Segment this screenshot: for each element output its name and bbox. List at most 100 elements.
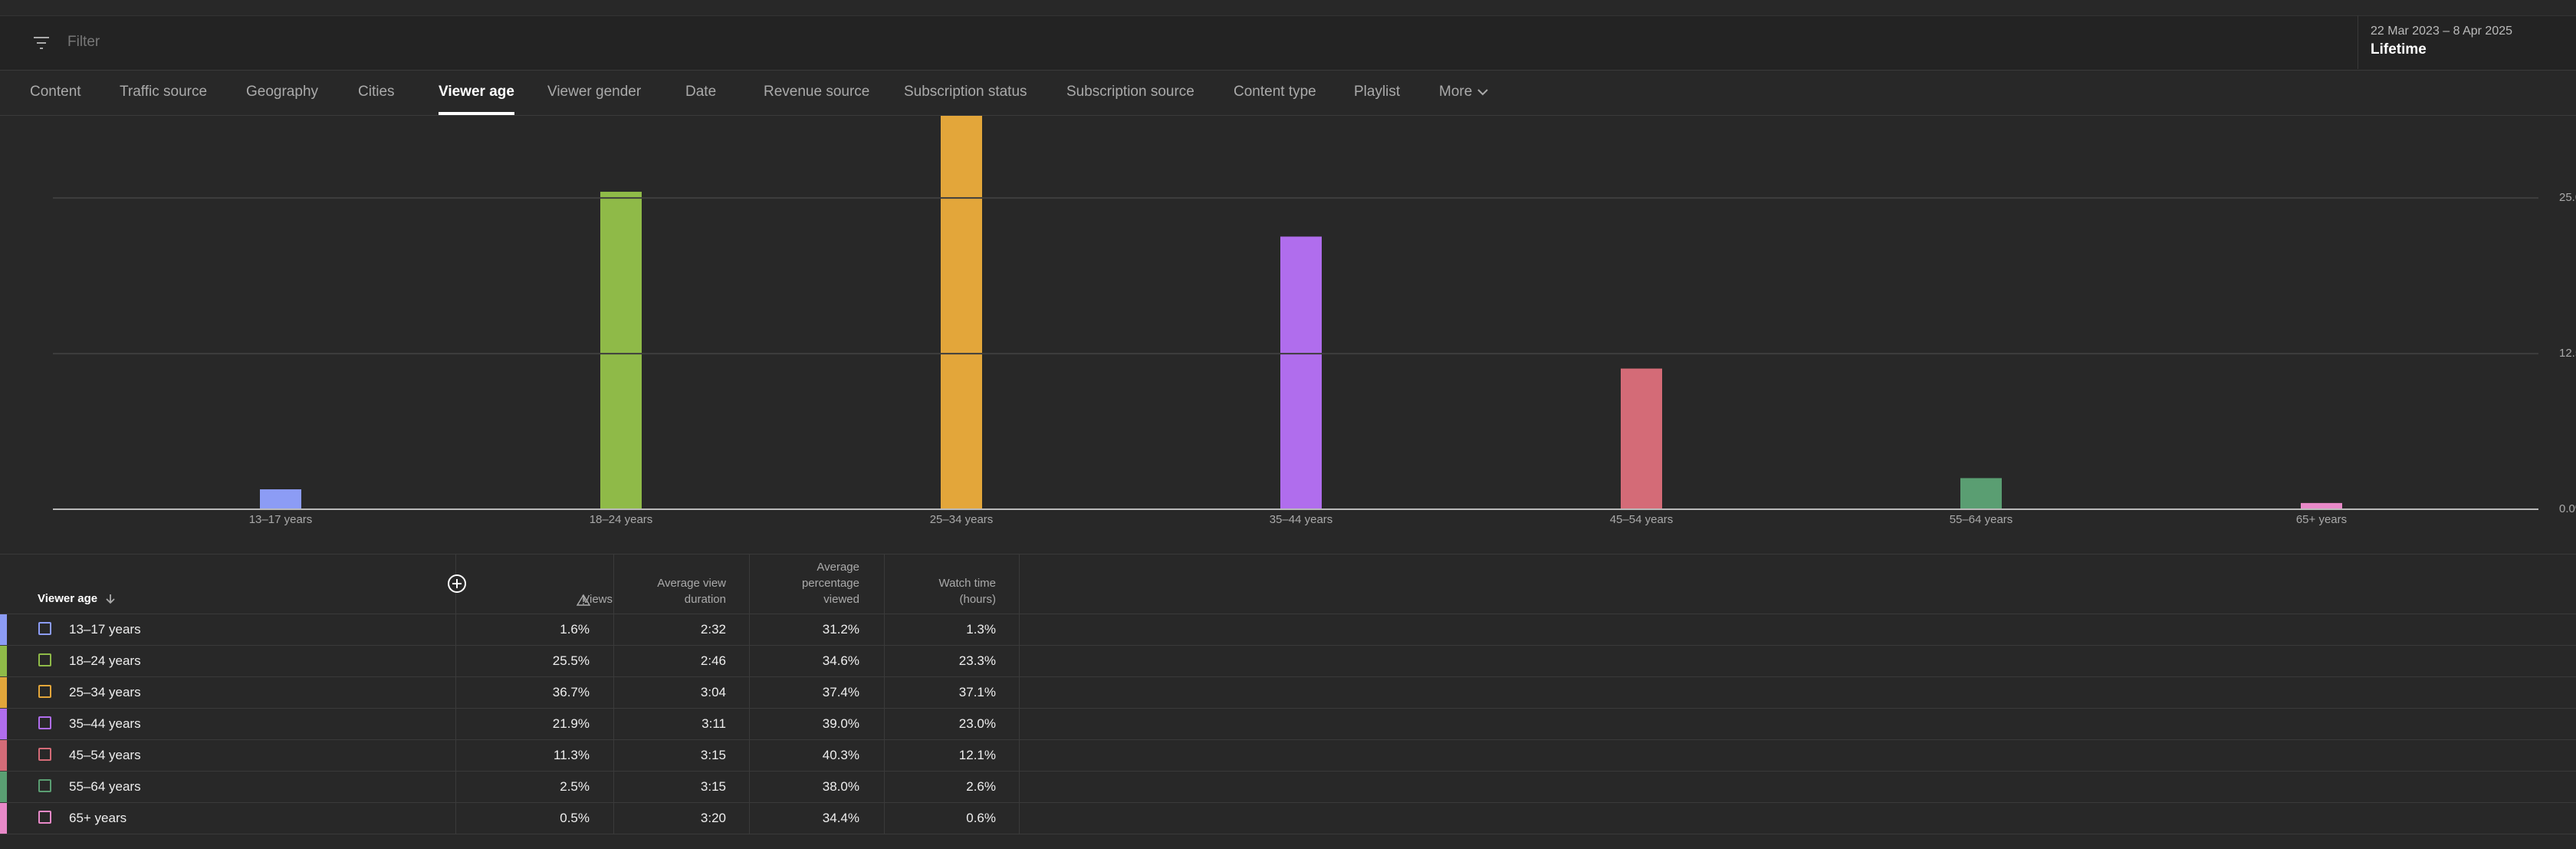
x-tick-label: 65+ years xyxy=(2296,513,2347,526)
tab[interactable]: Cities xyxy=(358,84,395,100)
table-cell: 3:15 xyxy=(700,748,726,762)
table-cell: 25–34 years xyxy=(69,685,141,699)
checkbox[interactable] xyxy=(38,811,51,824)
tab[interactable]: Viewer gender xyxy=(547,84,642,100)
row-divider xyxy=(0,802,2576,803)
filter-input[interactable]: Filter xyxy=(67,34,100,50)
checkbox[interactable] xyxy=(38,622,51,635)
column-divider xyxy=(613,554,614,834)
chevron xyxy=(1477,89,1488,96)
row-divider xyxy=(0,708,2576,709)
table-cell: 21.9% xyxy=(552,716,590,731)
table-cell: 13–17 years xyxy=(69,622,141,637)
tab[interactable]: More xyxy=(1439,84,1473,100)
table-cell: 18–24 years xyxy=(69,653,141,668)
sort-arrow[interactable] xyxy=(105,593,116,605)
table-cell: 45–54 years xyxy=(69,748,141,762)
x-tick-label: 55–64 years xyxy=(1950,513,2013,526)
table-cell: 11.3% xyxy=(554,748,590,762)
table-cell: 34.4% xyxy=(822,811,859,825)
table-cell: 23.3% xyxy=(958,653,996,668)
checkbox[interactable] xyxy=(38,779,51,792)
row-divider xyxy=(0,771,2576,772)
bar xyxy=(2301,502,2342,509)
x-tick-label: 18–24 years xyxy=(590,513,653,526)
tabs-bar xyxy=(0,70,2576,116)
warning-icon xyxy=(577,594,590,606)
column-divider xyxy=(455,554,456,834)
header-cell[interactable]: Average view duration xyxy=(657,577,726,606)
chart: 13–17 years 18–24 years 25–34 years 35–44 y… xyxy=(53,116,2576,526)
table-cell: 1.3% xyxy=(966,622,996,637)
header-cell[interactable]: Watch time (hours) xyxy=(938,577,996,606)
y-tick-label: 0.0% xyxy=(2559,502,2576,515)
date-range: 22 Mar 2023 – 8 Apr 2025 xyxy=(2371,25,2513,38)
table-cell: 39.0% xyxy=(822,716,859,731)
table-cell: 34.6% xyxy=(822,653,859,668)
tab[interactable]: Revenue source xyxy=(764,84,870,100)
bar xyxy=(941,116,982,509)
header-cell[interactable]: Average percentage viewed xyxy=(801,561,859,606)
tab[interactable]: Date xyxy=(685,84,717,100)
row-divider xyxy=(0,645,2576,646)
row-divider xyxy=(0,739,2576,740)
table-cell: 3:15 xyxy=(700,779,726,794)
checkbox[interactable] xyxy=(38,685,51,698)
bar xyxy=(1960,478,2002,509)
table-cell: 3:20 xyxy=(700,811,726,825)
header-cell[interactable]: Views xyxy=(582,593,613,606)
checkbox[interactable] xyxy=(38,653,51,666)
color-strip xyxy=(0,614,7,645)
date-label: Lifetime xyxy=(2371,41,2426,58)
color-strip xyxy=(0,772,7,802)
checkbox[interactable] xyxy=(38,748,51,761)
table-cell: 25.5% xyxy=(552,653,590,668)
tab[interactable]: Viewer age xyxy=(439,84,514,100)
x-tick-label: 13–17 years xyxy=(249,513,313,526)
table-cell: 37.1% xyxy=(958,685,996,699)
color-strip xyxy=(0,740,7,771)
bar xyxy=(260,489,301,509)
table-cell: 3:11 xyxy=(702,716,726,731)
header-cell[interactable]: Viewer age xyxy=(38,592,98,605)
tab[interactable]: Subscription status xyxy=(904,84,1027,100)
data-table xyxy=(0,554,2576,849)
add-metric-button[interactable] xyxy=(446,573,468,594)
tab[interactable]: Geography xyxy=(246,84,319,100)
tab[interactable]: Playlist xyxy=(1354,84,1401,100)
table-cell: 40.3% xyxy=(822,748,859,762)
table-cell: 55–64 years xyxy=(69,779,141,794)
table-cell: 3:04 xyxy=(700,685,726,699)
y-tick-label: 25.0% xyxy=(2559,191,2576,204)
y-tick-label: 12.5% xyxy=(2559,347,2576,360)
filter-icon[interactable] xyxy=(32,34,51,52)
tab[interactable]: Subscription source xyxy=(1066,84,1194,100)
table-cell: 0.6% xyxy=(966,811,996,825)
tab[interactable]: Traffic source xyxy=(120,84,208,100)
table-cell: 36.7% xyxy=(552,685,590,699)
checkbox[interactable] xyxy=(38,716,51,729)
column-divider xyxy=(1019,554,1020,834)
color-strip xyxy=(0,677,7,708)
tab[interactable]: Content xyxy=(30,84,81,100)
filter-bar xyxy=(0,15,2576,71)
table-cell: 2.6% xyxy=(966,779,996,794)
bar xyxy=(1621,368,1662,509)
column-divider xyxy=(749,554,750,834)
date-picker[interactable] xyxy=(2358,15,2576,69)
table-cell: 35–44 years xyxy=(69,716,141,731)
table-cell: 12.1% xyxy=(958,748,996,762)
tab[interactable]: Content type xyxy=(1234,84,1316,100)
x-tick-label: 35–44 years xyxy=(1270,513,1333,526)
x-tick-label: 25–34 years xyxy=(930,513,994,526)
table-cell: 2.5% xyxy=(560,779,590,794)
table-cell: 1.6% xyxy=(560,622,590,637)
table-cell: 0.5% xyxy=(560,811,590,825)
x-tick-label: 45–54 years xyxy=(1610,513,1674,526)
color-strip xyxy=(0,803,7,834)
table-cell: 23.0% xyxy=(958,716,996,731)
table-cell: 38.0% xyxy=(822,779,859,794)
table-cell: 31.2% xyxy=(822,622,859,637)
table-cell: 2:46 xyxy=(700,653,726,668)
column-divider xyxy=(884,554,885,834)
